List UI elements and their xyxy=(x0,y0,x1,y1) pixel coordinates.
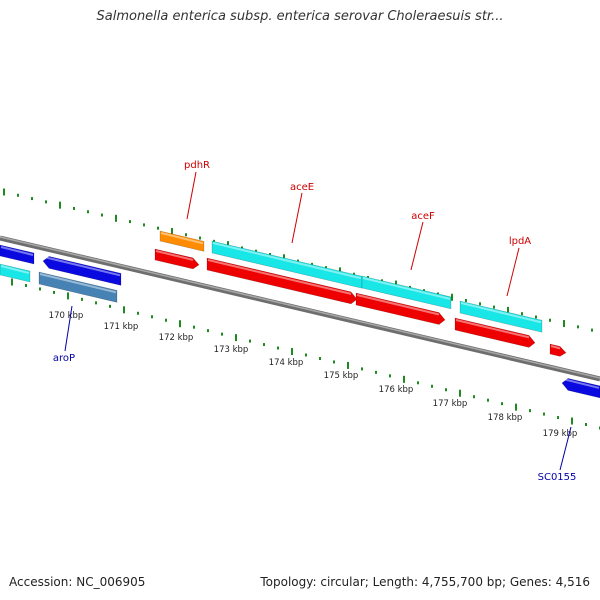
gene-SC0155-blue xyxy=(561,378,600,399)
scale-label: 179 kbp xyxy=(543,429,578,439)
scale-label: 174 kbp xyxy=(269,358,304,368)
backbone-layer xyxy=(0,235,600,382)
scale-label: 178 kbp xyxy=(488,413,523,423)
gene-label: aceE xyxy=(290,182,314,193)
scale-label: 177 kbp xyxy=(433,399,468,409)
gene-pdhR-red xyxy=(154,248,200,270)
scale-label: 173 kbp xyxy=(214,345,249,355)
gene-pdhR-orange xyxy=(159,230,205,252)
gene-left-blue xyxy=(0,244,35,265)
gene-label: SC0155 xyxy=(538,472,577,483)
scale-label: 175 kbp xyxy=(324,371,359,381)
gene-label-leader xyxy=(410,221,424,271)
gene-aroP-blue xyxy=(42,256,122,286)
gene-left-blue-shade xyxy=(0,246,34,256)
gene-aroP-steelblue xyxy=(38,271,118,303)
gene-pdhR-orange-shade xyxy=(160,232,204,245)
gene-lpdA-cyan-shade xyxy=(460,302,542,324)
scale-label: 171 kbp xyxy=(104,322,139,332)
gene-aroP-steelblue-shade xyxy=(39,273,117,294)
map-title: Salmonella enterica subsp. enterica sero… xyxy=(96,9,504,24)
scale-label: 170 kbp xyxy=(49,311,84,321)
gene-small-red-shade xyxy=(550,345,561,350)
gene-aceE-red xyxy=(206,257,358,305)
gene-label-leader xyxy=(506,247,520,297)
gene-left-cyan xyxy=(0,263,31,283)
gene-aceE-cyan xyxy=(211,240,363,289)
gene-label-leader xyxy=(291,192,303,244)
gene-label: aceF xyxy=(411,211,435,222)
gene-aceF-cyan xyxy=(361,275,452,310)
scale-label: 176 kbp xyxy=(379,385,414,395)
backbone-highlight xyxy=(0,236,600,379)
gene-left-cyan-shade xyxy=(0,265,30,275)
gene-features xyxy=(0,230,600,399)
gene-aceF-red-shade xyxy=(356,294,440,316)
gene-label-leader xyxy=(64,305,73,352)
accession-text: Accession: NC_006905 xyxy=(9,575,146,589)
gene-aceF-red xyxy=(355,292,446,325)
gene-label: pdhR xyxy=(184,160,210,171)
gene-pdhR-red-shade xyxy=(155,250,194,261)
gene-label-leader xyxy=(186,171,197,220)
scale-label: 172 kbp xyxy=(159,333,194,343)
backbone-line xyxy=(0,235,600,382)
gene-label: aroP xyxy=(53,353,75,364)
gene-lpdA-cyan xyxy=(459,300,543,333)
gene-label-leader xyxy=(559,426,572,471)
gene-lpdA-red-shade xyxy=(455,319,530,339)
gene-labels: pdhR aceE aceF lpdA aroP SC0155 xyxy=(53,160,576,483)
gene-aceF-cyan-shade xyxy=(362,277,451,300)
gene-aceE-cyan-shade xyxy=(212,242,362,280)
gene-small-red xyxy=(549,343,567,357)
scale-labels: 170 kbp 171 kbp 172 kbp 173 kbp 174 kbp 175 k… xyxy=(49,311,578,439)
topology-text: Topology: circular; Length: 4,755,700 bp… xyxy=(260,575,590,589)
gene-aroP-blue-shade xyxy=(43,256,121,277)
gene-SC0155-blue-shade xyxy=(562,378,600,389)
gene-aceE-red-shade xyxy=(207,259,352,295)
inner-tick-marks xyxy=(11,278,600,430)
gene-lpdA-red xyxy=(454,317,536,348)
gene-label: lpdA xyxy=(509,236,531,247)
